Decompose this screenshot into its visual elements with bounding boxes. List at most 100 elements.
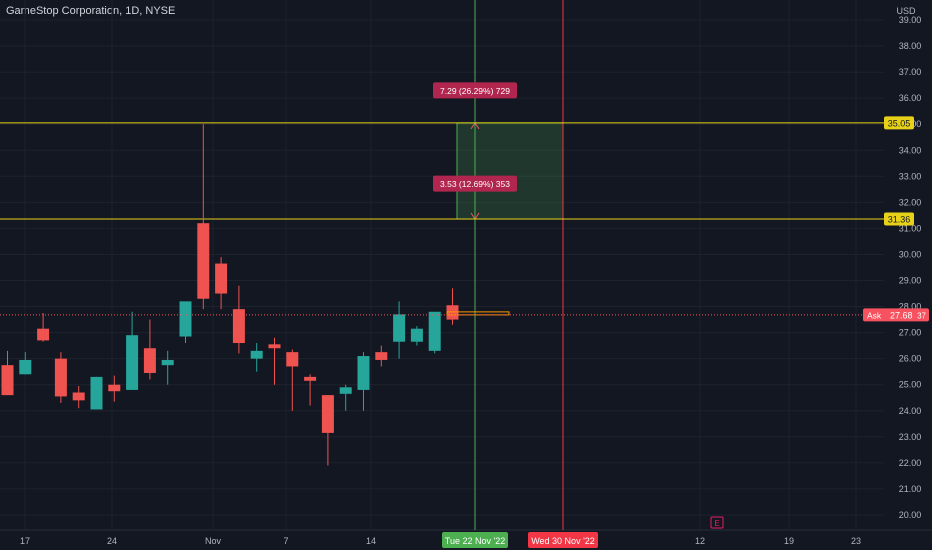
horizontal-line-tag [884, 212, 914, 226]
price-axis-bg [884, 0, 932, 550]
current-price-tag [863, 308, 929, 322]
candle-body [375, 352, 388, 360]
candle [268, 337, 281, 385]
y-tick-label: 38.00 [899, 41, 922, 51]
y-tick-label: 32.00 [899, 197, 922, 207]
date-marker-tag [528, 532, 598, 548]
earnings-label: E [714, 519, 719, 528]
y-tick-label: 20.00 [899, 510, 922, 520]
y-tick-label: 27.00 [899, 328, 922, 338]
candle [90, 376, 103, 410]
x-tick-label: 19 [784, 536, 794, 546]
candle-body [1, 365, 14, 396]
date-marker-label: Tue 22 Nov '22 [445, 536, 505, 546]
x-tick-label: 17 [20, 536, 30, 546]
candle-body [339, 387, 352, 394]
y-tick-label: 36.00 [899, 93, 922, 103]
y-tick-label: 22.00 [899, 458, 922, 468]
candle [54, 352, 67, 403]
candle [428, 311, 441, 354]
candle-body [126, 335, 139, 390]
y-tick-label: 37.00 [899, 67, 922, 77]
current-price-type: Ask [867, 310, 882, 320]
candle [446, 288, 459, 325]
candle [126, 311, 139, 390]
candle-body [286, 352, 299, 367]
candle-body [428, 311, 441, 351]
candle-body [232, 309, 245, 344]
date-marker-label: Wed 30 Nov '22 [531, 536, 595, 546]
candle-body [410, 328, 423, 342]
earnings-box [710, 516, 724, 529]
candle [357, 352, 370, 411]
y-tick-label: 33.00 [899, 171, 922, 181]
x-tick-label: 7 [283, 536, 288, 546]
horizontal-line-label: 31.36 [888, 215, 911, 225]
x-tick-label: 23 [851, 536, 861, 546]
candle-body [321, 395, 334, 433]
candle-body [268, 344, 281, 349]
candle [375, 345, 388, 367]
candle [72, 386, 85, 409]
candle [1, 350, 14, 396]
candle [215, 257, 228, 310]
candle [19, 352, 32, 375]
candle [197, 124, 210, 310]
current-price-suffix: 37 [917, 311, 926, 320]
candle-body [446, 305, 459, 320]
candle-body [108, 384, 121, 392]
x-tick-label: 14 [366, 536, 376, 546]
candle [393, 301, 406, 359]
y-tick-label: 29.00 [899, 276, 922, 286]
candle-body [72, 392, 85, 401]
candle [321, 395, 334, 466]
grid [0, 0, 884, 530]
candle [304, 374, 317, 406]
candle [286, 349, 299, 411]
candle [250, 343, 263, 372]
measure-label-box [433, 175, 517, 192]
candle [232, 285, 245, 354]
y-tick-label: 31.00 [899, 223, 922, 233]
candle [37, 313, 50, 342]
horizontal-line-tag [884, 116, 914, 130]
candle [410, 326, 423, 346]
candle-body [304, 376, 317, 381]
candle-body [250, 350, 263, 359]
y-tick-label: 21.00 [899, 484, 922, 494]
y-tick-label: 23.00 [899, 432, 922, 442]
candle-body [37, 328, 50, 341]
price-axis-currency: USD [896, 6, 916, 16]
candle-body [54, 358, 67, 397]
candle-body [393, 314, 406, 342]
y-tick-label: 30.00 [899, 249, 922, 259]
chart-title: GameStop Corporation, 1D, NYSE [6, 5, 176, 17]
candle-body [215, 263, 228, 294]
earnings-marker: E [710, 516, 724, 529]
measure-label: 3.53 (12.69%) 353 [440, 179, 510, 189]
candle-body [19, 359, 32, 375]
candle-body [161, 359, 174, 366]
candle [161, 350, 174, 385]
x-tick-label: 24 [107, 536, 117, 546]
candle-body [90, 376, 103, 410]
candle-body [143, 348, 156, 373]
y-tick-label: 39.00 [899, 15, 922, 25]
candle-body [357, 356, 370, 390]
y-tick-label: 28.00 [899, 302, 922, 312]
horizontal-line-label: 35.05 [888, 118, 911, 128]
y-tick-label: 34.00 [899, 145, 922, 155]
x-tick-label: 12 [695, 536, 705, 546]
y-tick-label: 24.00 [899, 406, 922, 416]
candle [179, 301, 192, 344]
measure-label-box [433, 82, 517, 99]
measure-box [456, 122, 564, 220]
y-tick-label: 25.00 [899, 380, 922, 390]
x-tick-label: Nov [205, 536, 222, 546]
candle-body [197, 223, 210, 299]
candle [339, 384, 352, 411]
candle [143, 319, 156, 380]
candle-body [179, 301, 192, 337]
measure-label: 7.29 (26.29%) 729 [440, 86, 510, 96]
